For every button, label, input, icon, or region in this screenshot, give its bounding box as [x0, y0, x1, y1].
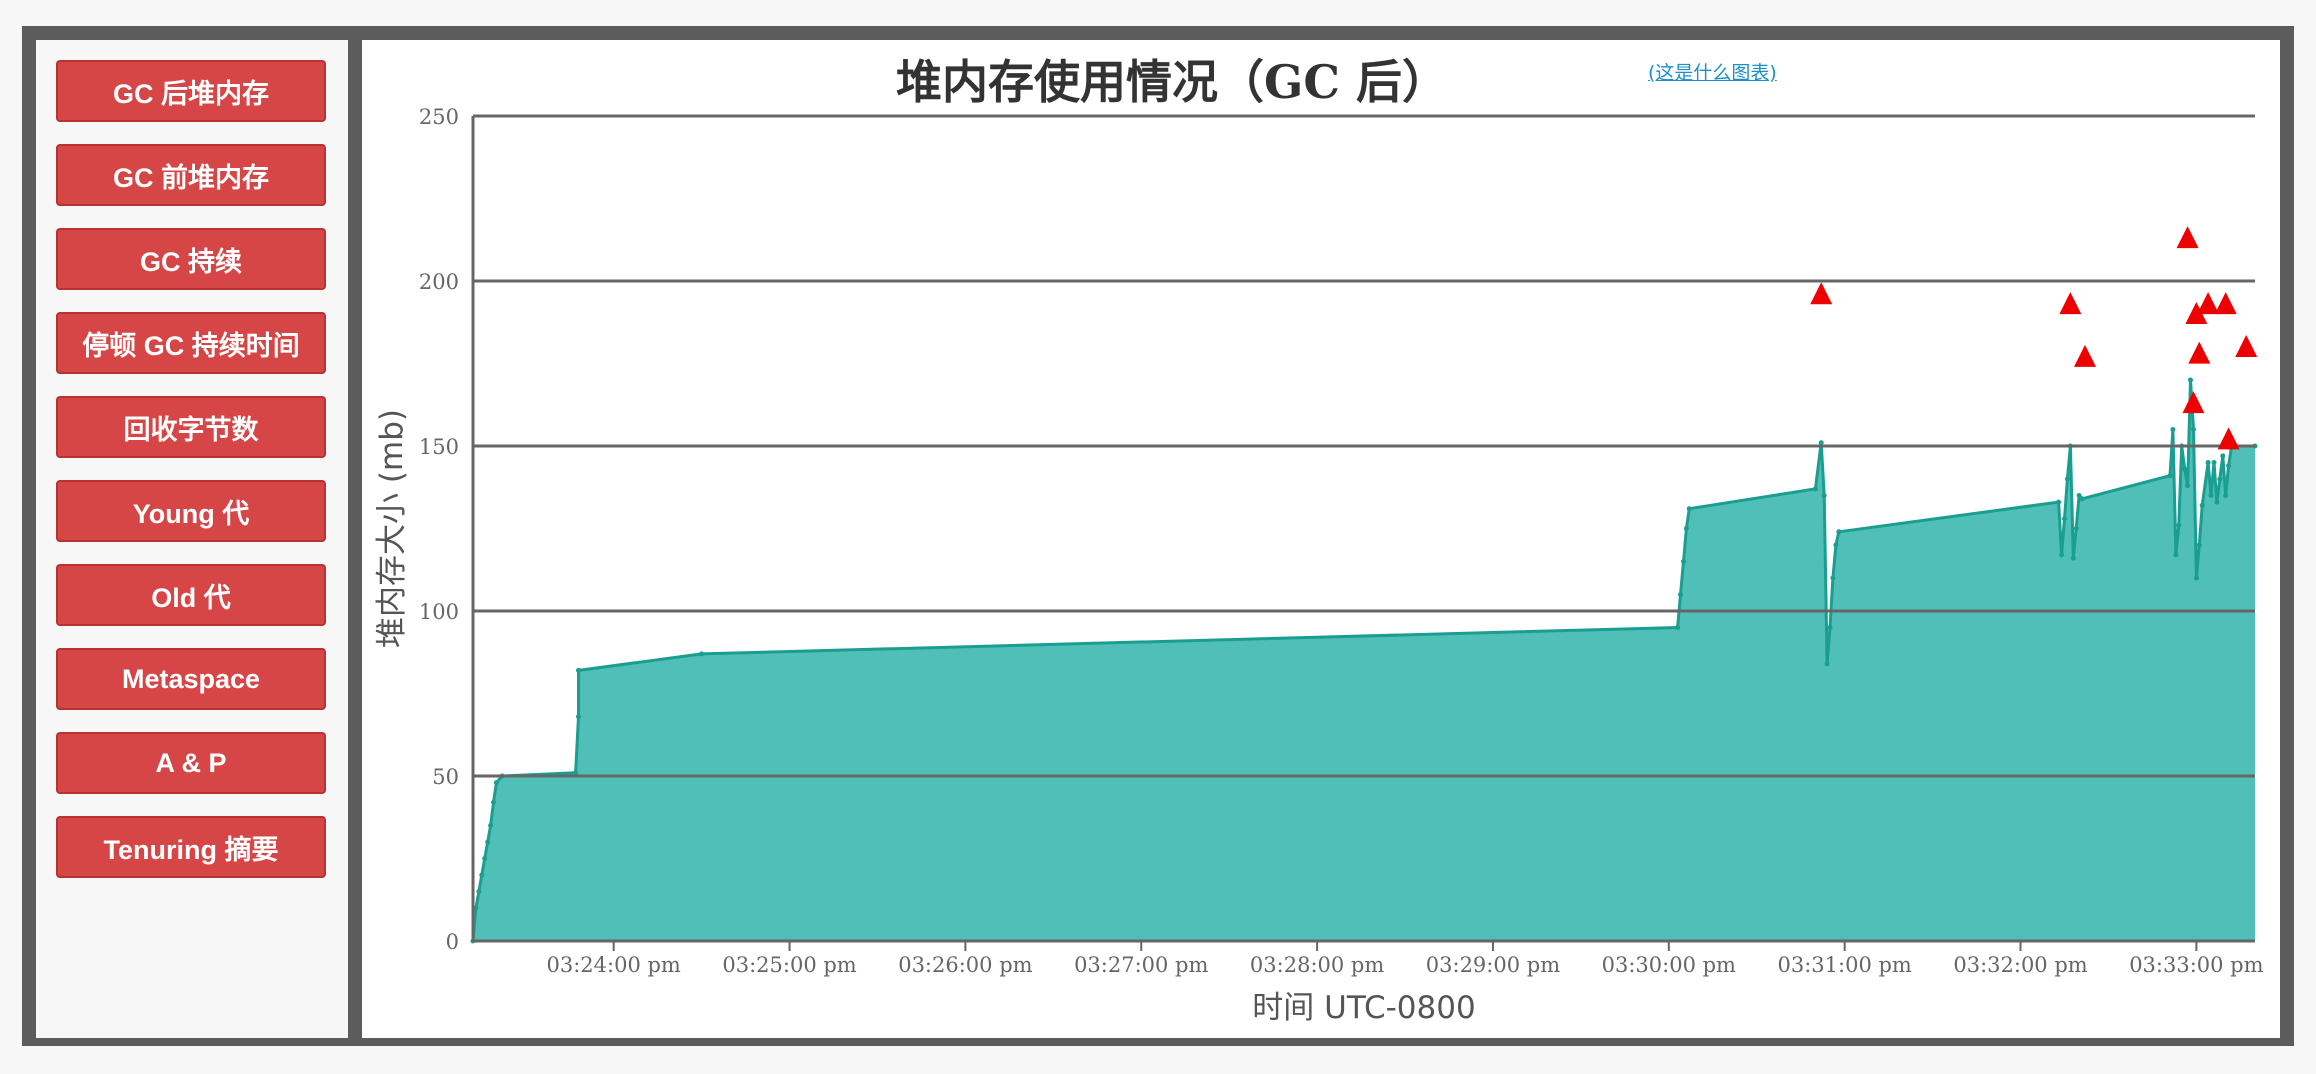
x-tick-label: 03:24:00 pm — [547, 953, 681, 977]
data-point — [2223, 493, 2229, 498]
chart-help-link[interactable]: (这是什么图表) — [1648, 62, 1777, 84]
y-tick-label: 0 — [446, 930, 459, 954]
data-point — [2073, 526, 2079, 531]
x-tick-label: 03:33:00 pm — [2129, 953, 2263, 977]
data-point — [576, 714, 581, 720]
x-tick-label: 03:28:00 pm — [1250, 953, 1384, 977]
full-gc-marker — [2214, 292, 2237, 315]
sidebar-button-tenuring-summary[interactable]: Tenuring 摘要 — [56, 816, 326, 878]
data-point — [2070, 555, 2076, 561]
data-point — [1683, 526, 1689, 531]
data-point — [2064, 476, 2070, 482]
data-point — [2056, 499, 2062, 505]
chart-panel: 0 50 100 150 200 250 03:24:00 pm 03:25:00 pm 03:… — [362, 40, 2280, 1038]
full-gc-marker — [2176, 226, 2199, 249]
sidebar-button-heap-after-gc[interactable]: GC 后堆内存 — [56, 60, 326, 122]
heap-chart: 0 50 100 150 200 250 03:24:00 pm 03:25:00 pm 03:… — [374, 105, 2264, 1026]
sidebar-button-metaspace[interactable]: Metaspace — [56, 648, 326, 710]
series-line — [471, 378, 2255, 942]
y-tick-label: 150 — [419, 435, 459, 459]
data-point — [476, 889, 482, 894]
data-point — [2196, 542, 2202, 548]
data-point — [699, 651, 705, 657]
x-tick-label: 03:30:00 pm — [1602, 953, 1736, 977]
data-point — [1818, 440, 1824, 446]
full-gc-marker — [2074, 344, 2097, 367]
data-point — [2188, 377, 2193, 383]
y-tick-label: 50 — [432, 765, 459, 789]
data-point — [2214, 499, 2220, 505]
data-point — [2176, 522, 2182, 528]
sidebar-button-reclaimed-bytes[interactable]: 回收字节数 — [56, 396, 326, 458]
sidebar-button-old-gen[interactable]: Old 代 — [56, 564, 326, 626]
sidebar-button-allocation-promotion[interactable]: A & P — [56, 732, 326, 794]
data-point — [2076, 493, 2082, 498]
data-point — [1686, 506, 1692, 512]
full-gc-marker — [1810, 282, 1833, 305]
data-point — [2208, 493, 2214, 498]
data-point — [573, 770, 579, 776]
data-point — [2205, 460, 2211, 465]
sidebar-button-heap-before-gc[interactable]: GC 前堆内存 — [56, 144, 326, 206]
x-tick-label: 03:29:00 pm — [1426, 953, 1560, 977]
data-point — [493, 780, 499, 786]
x-tick-label: 03:25:00 pm — [722, 953, 856, 977]
data-point — [1836, 529, 1842, 535]
data-point — [2191, 427, 2196, 432]
data-point — [2220, 453, 2226, 459]
chart-title: 堆内存使用情况（GC 后） — [896, 55, 1448, 109]
full-gc-marker — [2059, 292, 2082, 315]
data-point — [2193, 575, 2199, 581]
data-point — [1812, 486, 1818, 492]
y-tick-label: 200 — [419, 270, 459, 294]
x-tick-label: 03:31:00 pm — [1777, 953, 1911, 977]
data-point — [2059, 552, 2065, 558]
data-point — [2167, 473, 2173, 479]
x-axis-title: 时间 UTC-0800 — [1252, 990, 1475, 1026]
data-point — [485, 839, 491, 845]
data-point — [2079, 496, 2085, 502]
data-point — [2062, 516, 2067, 522]
data-point — [1830, 575, 1836, 581]
data-point — [2173, 552, 2179, 558]
data-point — [488, 823, 494, 828]
data-point — [1681, 559, 1686, 564]
x-tick-label: 03:27:00 pm — [1074, 953, 1208, 977]
full-gc-marker — [2188, 341, 2211, 364]
data-point — [576, 667, 581, 673]
data-point — [1678, 592, 1683, 597]
y-tick-label: 100 — [419, 600, 459, 624]
full-gc-marker — [2197, 292, 2220, 315]
sidebar-button-gc-duration[interactable]: GC 持续 — [56, 228, 326, 290]
data-point — [2170, 427, 2176, 432]
data-point — [2217, 476, 2223, 482]
series-area — [473, 380, 2255, 941]
data-point — [2211, 460, 2217, 465]
full-gc-marker — [2185, 302, 2208, 324]
y-axis-title: 堆内存大小 (mb) — [374, 409, 410, 648]
data-point — [473, 905, 479, 911]
data-point — [1675, 625, 1681, 630]
data-point — [2182, 466, 2188, 472]
data-point — [479, 872, 485, 878]
sidebar: GC 后堆内存 GC 前堆内存 GC 持续 停顿 GC 持续时间 回收字节数 Y… — [36, 40, 348, 1038]
data-point — [2185, 483, 2191, 489]
y-tick-label: 250 — [419, 105, 459, 129]
data-point — [2199, 502, 2205, 508]
data-point — [491, 799, 496, 805]
data-point — [2226, 463, 2232, 469]
data-point — [1827, 625, 1833, 630]
data-point — [1824, 661, 1830, 667]
full-gc-marker — [2182, 391, 2205, 414]
x-tick-label: 03:32:00 pm — [1953, 953, 2087, 977]
sidebar-button-young-gen[interactable]: Young 代 — [56, 480, 326, 542]
data-point — [1833, 542, 1839, 548]
x-tick-label: 03:26:00 pm — [898, 953, 1032, 977]
full-gc-marker — [2217, 427, 2240, 450]
data-point — [1821, 493, 1827, 498]
full-gc-marker — [2235, 335, 2258, 357]
data-point — [482, 856, 488, 861]
sidebar-button-pause-gc-duration[interactable]: 停顿 GC 持续时间 — [56, 312, 326, 374]
